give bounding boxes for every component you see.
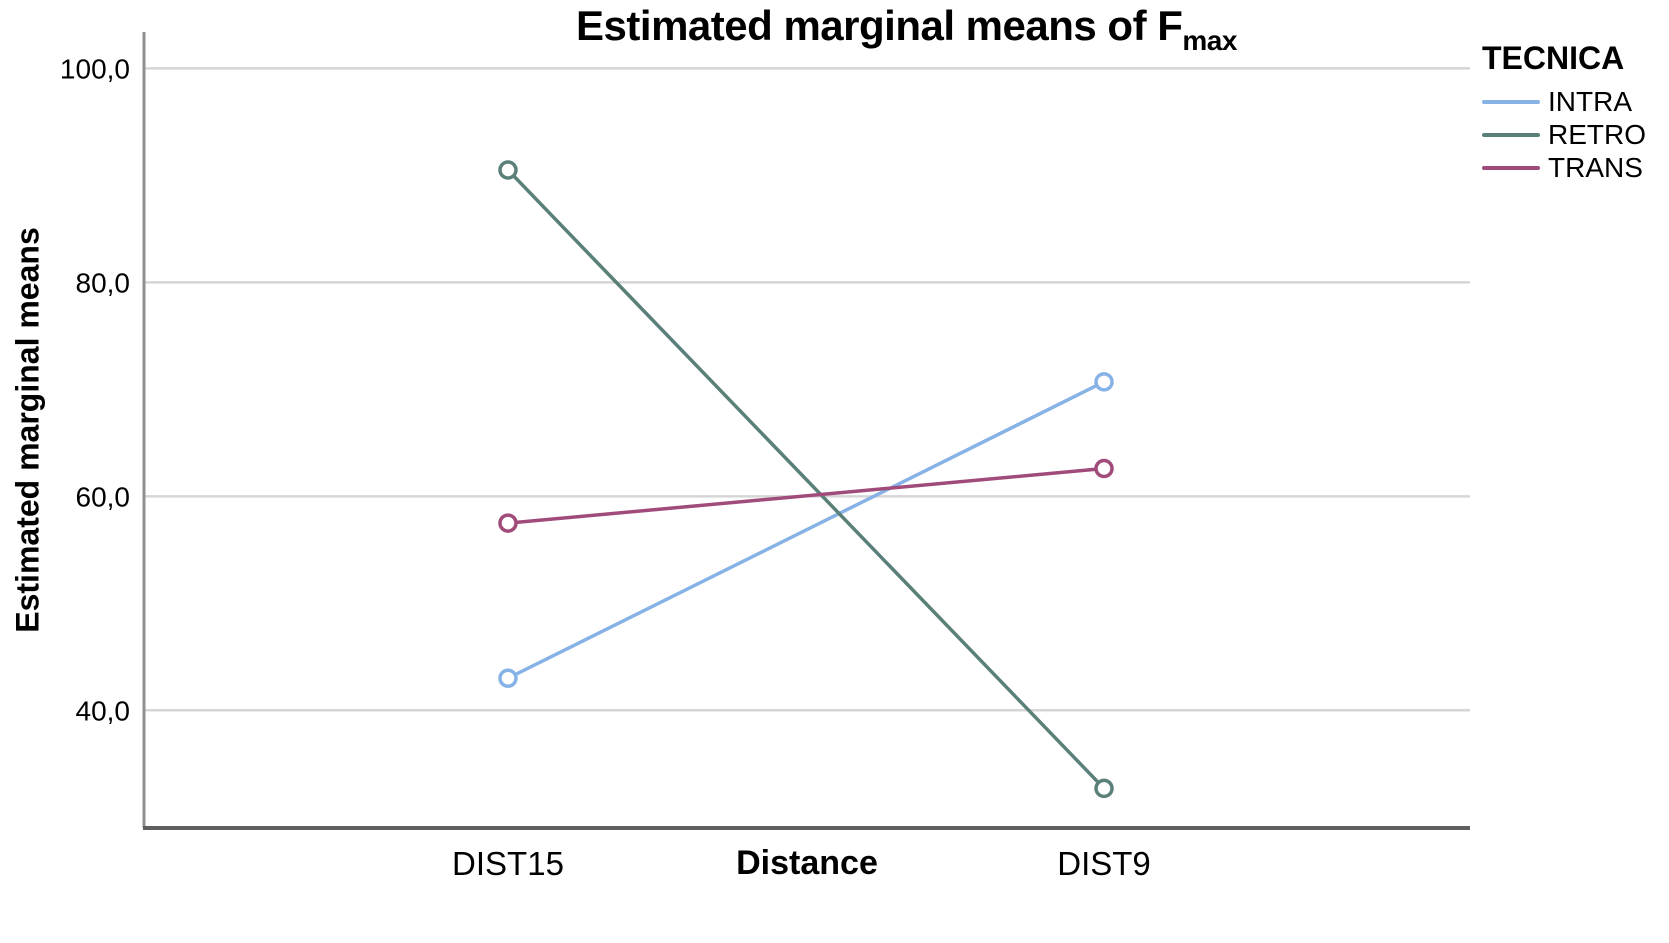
series-line-RETRO xyxy=(506,168,1106,791)
series-marker-RETRO-DIST9 xyxy=(1094,778,1114,799)
series-layer xyxy=(498,160,1114,799)
series-marker-INTRA-DIST15 xyxy=(498,668,518,688)
series-line-TRANS xyxy=(506,466,1106,525)
chart-title-text: Estimated marginal means of F xyxy=(576,2,1183,49)
legend-swatch-TRANS xyxy=(1482,165,1540,170)
y-tick-label-40: 40,0 xyxy=(76,695,131,726)
legend-swatch-RETRO xyxy=(1482,132,1540,137)
x-axis-title: Distance xyxy=(736,844,878,882)
legend-label-RETRO: RETRO xyxy=(1548,118,1646,150)
legend-title: TECNICA xyxy=(1482,40,1625,76)
y-axis-title: Estimated marginal means xyxy=(9,227,46,633)
y-tick-label-80: 80,0 xyxy=(76,267,131,298)
series-marker-INTRA-DIST9 xyxy=(1094,372,1114,392)
chart-title: Estimated marginal means of Fmax xyxy=(144,2,1669,55)
chart-title-subscript: max xyxy=(1182,25,1237,56)
legend-label-TRANS: TRANS xyxy=(1548,151,1643,183)
series-line-INTRA xyxy=(506,380,1106,680)
series-marker-TRANS-DIST15 xyxy=(498,513,518,533)
x-category-label-DIST9: DIST9 xyxy=(1057,845,1151,882)
x-category-labels: DIST15 DIST9 xyxy=(452,845,1151,882)
legend-row-INTRA: INTRA xyxy=(1482,85,1646,118)
y-tick-labels: 100,0 80,0 60,0 40,0 xyxy=(60,53,130,726)
legend-row-RETRO: RETRO xyxy=(1482,118,1646,151)
axes xyxy=(142,32,1470,830)
y-tick-label-100: 100,0 xyxy=(60,53,130,84)
legend-swatch-INTRA xyxy=(1482,99,1540,104)
legend-rows: INTRA RETRO TRANS xyxy=(1482,85,1646,184)
x-category-label-DIST15: DIST15 xyxy=(452,845,564,882)
legend: TECNICA INTRA RETRO TRANS xyxy=(1482,40,1646,184)
y-tick-label-60: 60,0 xyxy=(76,481,131,512)
legend-label-INTRA: INTRA xyxy=(1548,85,1632,117)
series-marker-TRANS-DIST9 xyxy=(1094,458,1114,479)
legend-row-TRANS: TRANS xyxy=(1482,151,1646,184)
gridlines xyxy=(144,67,1470,712)
series-marker-RETRO-DIST15 xyxy=(498,160,518,180)
